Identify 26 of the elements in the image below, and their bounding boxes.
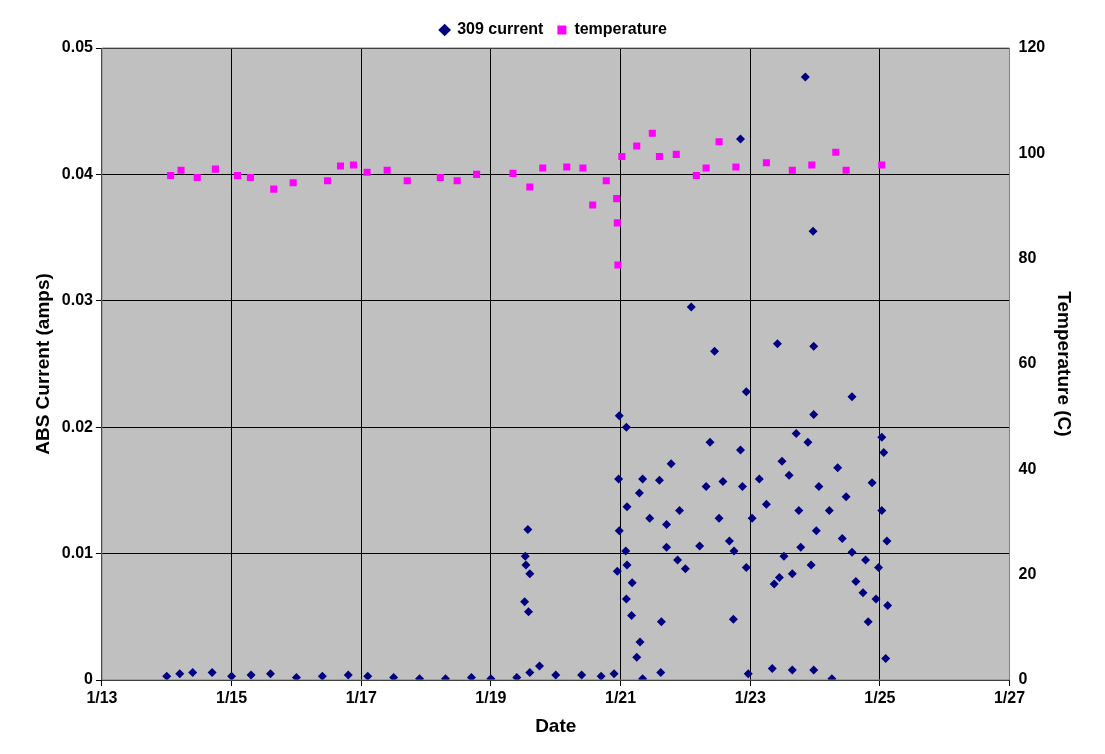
- y-tick-label: 0.02: [61, 417, 94, 435]
- y-axis-title: ABS Current (amps): [31, 273, 53, 455]
- y2-tick-label: 0: [1018, 670, 1028, 688]
- x-tick-label: 1/17: [345, 689, 377, 707]
- x-tick-label: 1/13: [86, 689, 118, 707]
- legend-label: temperature: [574, 20, 667, 38]
- y-tick-label: 0.05: [61, 38, 94, 56]
- y2-tick-label: 120: [1018, 38, 1046, 56]
- y-tick-label: 0.03: [61, 291, 94, 309]
- y2-tick-label: 80: [1018, 249, 1037, 267]
- x-tick-label: 1/21: [604, 689, 637, 707]
- x-axis-title: Date: [535, 714, 577, 736]
- y2-axis-title: Temperature (C): [1054, 291, 1076, 437]
- x-tick-label: 1/25: [864, 689, 896, 707]
- x-tick-label: 1/27: [993, 689, 1026, 707]
- y2-tick-label: 40: [1018, 459, 1037, 477]
- y2-tick-label: 60: [1018, 354, 1037, 372]
- y2-tick-label: 20: [1018, 565, 1037, 583]
- y2-tick-label: 100: [1018, 143, 1046, 161]
- y-tick-label: 0: [84, 670, 94, 688]
- x-tick-label: 1/19: [475, 689, 507, 707]
- legend-label: 309 current: [457, 20, 545, 38]
- x-tick-label: 1/15: [216, 689, 248, 707]
- y-tick-label: 0.04: [61, 164, 94, 182]
- x-tick-label: 1/23: [734, 689, 766, 707]
- y-tick-label: 0.01: [61, 544, 94, 562]
